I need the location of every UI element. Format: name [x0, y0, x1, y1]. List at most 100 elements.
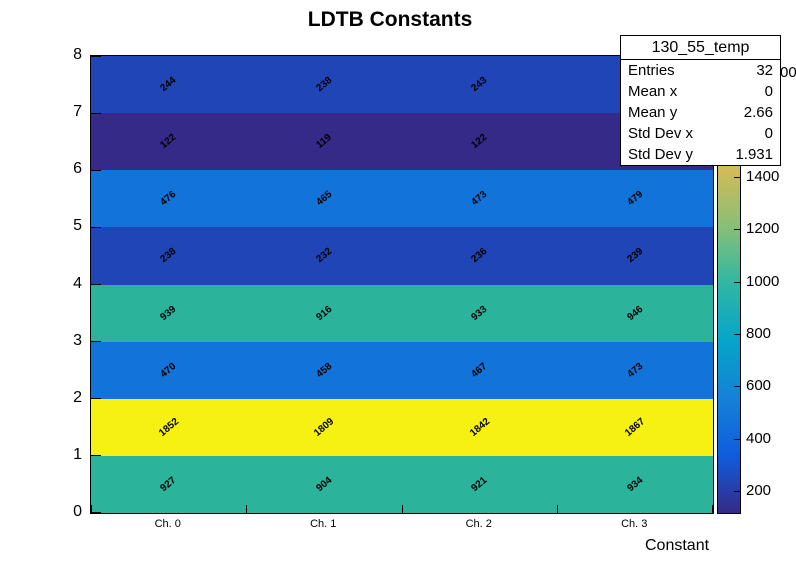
colorbar-tick-label: 800: [746, 324, 772, 342]
x-axis-category-label: Ch. 3: [621, 518, 648, 530]
cell-value-label: 465: [314, 189, 335, 209]
cell-value-label: 473: [469, 189, 490, 209]
cell-value-label: 927: [158, 474, 179, 495]
heatmap-cell: 122: [402, 113, 558, 171]
stats-title: 130_55_temp: [621, 36, 780, 60]
cell-value-label: 239: [625, 246, 646, 266]
cell-value-label: 244: [158, 74, 179, 95]
heatmap-cell: 470: [91, 341, 247, 399]
heatmap-cell: 465: [246, 170, 402, 228]
x-axis-title: Constant: [645, 537, 710, 554]
y-axis-tick-label: 2: [73, 388, 82, 406]
stats-row-label: Entries: [628, 62, 675, 79]
cell-value-label: 479: [625, 189, 646, 209]
cell-value-label: 1842: [467, 415, 492, 439]
heatmap-cell: 119: [246, 113, 402, 171]
x-axis-category-label: Ch. 0: [154, 518, 181, 530]
heatmap-cell: 239: [557, 227, 713, 285]
stats-box: 130_55_temp Entries 32 Mean x 0 Mean y 2.66 St…: [620, 35, 781, 166]
y-axis-tick: [91, 169, 101, 171]
y-axis-tick-label: 4: [73, 274, 82, 292]
stats-rows: Entries 32 Mean x 0 Mean y 2.66 Std Dev x 0 Std …: [621, 60, 780, 165]
y-axis-tick: [91, 398, 101, 400]
y-axis-tick: [91, 512, 101, 513]
x-axis-tick: [246, 505, 247, 513]
colorbar-tick-label: 1400: [746, 168, 780, 186]
colorbar-tick-label: 1000: [746, 272, 780, 290]
colorbar-clipped-tick-label: 00: [780, 63, 796, 81]
stats-row-label: Std Dev x: [628, 125, 694, 142]
stats-row-label: Mean x: [628, 83, 678, 100]
stats-row-label: Mean y: [628, 104, 678, 121]
cell-value-label: 122: [469, 132, 490, 152]
cell-value-label: 934: [625, 474, 646, 495]
y-axis-tick: [91, 112, 101, 114]
colorbar-tick-label: 200: [746, 481, 772, 499]
colorbar-tick-label: 1200: [746, 220, 780, 238]
cell-value-label: 473: [625, 360, 646, 380]
cell-value-label: 119: [314, 132, 334, 152]
heatmap-cell: 244: [91, 56, 247, 114]
stats-row-value: 32: [756, 62, 773, 79]
x-axis-tick: [712, 505, 713, 513]
heatmap-cell: 476: [91, 170, 247, 228]
y-axis-tick-label: 7: [73, 103, 82, 121]
cell-value-label: 946: [625, 303, 646, 323]
y-axis-tick: [91, 56, 101, 57]
cell-value-label: 467: [469, 360, 490, 380]
colorbar-tick-label: 400: [746, 429, 772, 447]
y-axis-tick-label: 3: [73, 331, 82, 349]
cell-value-label: 236: [469, 246, 490, 266]
heatmap-cell: 934: [557, 455, 713, 513]
chart-title: LDTB Constants: [307, 8, 473, 31]
heatmap-cell: 1852: [91, 398, 247, 456]
heatmap-cell: 122: [91, 113, 247, 171]
y-axis-tick-label: 5: [73, 217, 82, 235]
colorbar-gradient: [718, 56, 740, 513]
y-axis-tick-label: 0: [73, 503, 82, 520]
heatmap-cell: 238: [91, 227, 247, 285]
x-axis-category-label: Ch. 1: [310, 518, 337, 530]
heatmap-cell: 916: [246, 284, 402, 342]
y-axis-tick: [91, 341, 101, 343]
y-axis-tick: [91, 455, 101, 457]
stats-row-value: 0: [764, 125, 773, 142]
heatmap-cell: 921: [402, 455, 558, 513]
cell-value-label: 122: [158, 132, 179, 152]
stats-row: Std Dev x 0: [621, 123, 780, 144]
heatmap-cell: 1867: [557, 398, 713, 456]
cell-value-label: 904: [314, 474, 335, 495]
stats-row: Entries 32: [621, 60, 780, 81]
cell-value-label: 243: [469, 74, 490, 95]
stats-row-value: 1.931: [735, 146, 773, 163]
heatmap-cell: 473: [557, 341, 713, 399]
stats-row: Std Dev y 1.931: [621, 144, 780, 165]
cell-value-label: 1867: [623, 415, 648, 439]
y-axis-tick-label: 6: [73, 160, 82, 178]
stats-row-value: 2.66: [743, 104, 773, 121]
cell-value-label: 476: [158, 189, 179, 209]
y-axis-tick-label: 1: [73, 445, 82, 463]
cell-value-label: 470: [158, 360, 179, 380]
heatmap-cell: 946: [557, 284, 713, 342]
cell-value-label: 238: [158, 246, 179, 266]
x-axis-category-label: Ch. 2: [465, 518, 492, 530]
cell-value-label: 232: [314, 246, 335, 266]
heatmap-cell: 238: [246, 56, 402, 114]
cell-value-label: 458: [314, 360, 335, 380]
heatmap-cell: 473: [402, 170, 558, 228]
heatmap-cell: 904: [246, 455, 402, 513]
heatmap-cell: 236: [402, 227, 558, 285]
cell-value-label: 916: [314, 303, 335, 323]
x-axis-tick: [557, 505, 558, 513]
cell-value-label: 1852: [156, 415, 181, 439]
x-axis-tick: [401, 505, 403, 513]
heatmap-cell: 933: [402, 284, 558, 342]
heatmap-cell: 243: [402, 56, 558, 114]
heatmap-cell: 458: [246, 341, 402, 399]
heatmap-cell: 939: [91, 284, 247, 342]
cell-value-label: 933: [469, 303, 490, 323]
cell-value-label: 1809: [312, 415, 337, 439]
y-axis-tick-label: 8: [73, 46, 82, 63]
